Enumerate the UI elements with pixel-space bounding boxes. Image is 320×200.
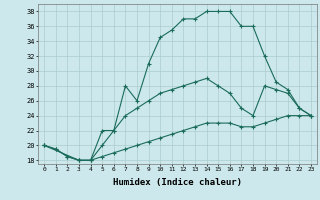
X-axis label: Humidex (Indice chaleur): Humidex (Indice chaleur) (113, 178, 242, 187)
